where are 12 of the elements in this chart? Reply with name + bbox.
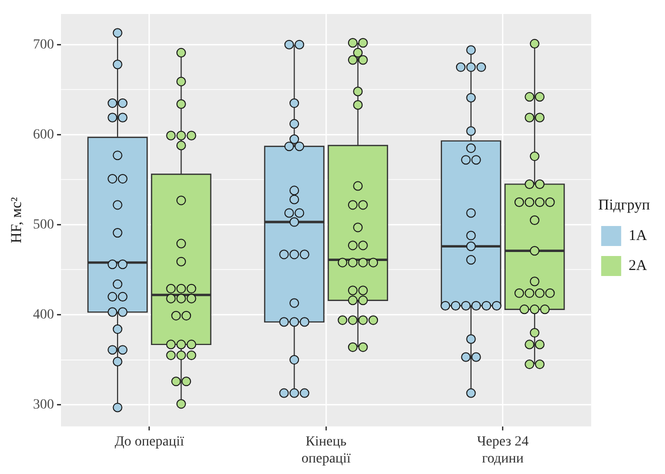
y-tick-label: 500 [33, 217, 54, 232]
y-axis-title: HF, мс² [8, 196, 25, 244]
x-tick-label: До операції [114, 434, 184, 450]
legend-title: Підгруп [598, 197, 650, 214]
x-tick-label: Через 24 години [476, 434, 529, 466]
legend-label: 2A [628, 258, 648, 274]
x-tick-label: Кінець операції [301, 434, 351, 466]
y-tick-label: 300 [33, 397, 54, 412]
legend-label: 1A [628, 228, 648, 244]
y-tick-label: 400 [33, 307, 54, 322]
y-tick-label: 700 [33, 37, 54, 52]
y-tick-label: 600 [33, 127, 54, 142]
